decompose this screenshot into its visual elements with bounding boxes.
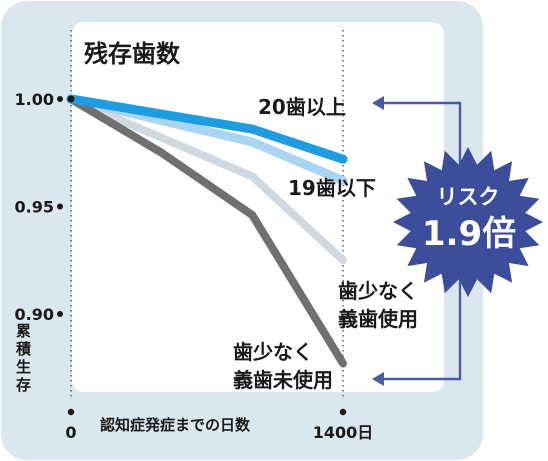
series-label-denture-line1: 歯少なく [338, 279, 418, 303]
series-label-19-teeth: 19歯以下 [288, 176, 376, 200]
x-start-dot [67, 408, 75, 416]
y-tick-label-0: 1.00 [15, 90, 54, 109]
y-axis-label-char-3: 生 [16, 358, 31, 376]
x-start-label: 0 [65, 423, 76, 442]
plot-area [72, 22, 444, 392]
series-line-0 [66, 94, 348, 164]
x-axis-label: 認知症発症までの日数 [100, 416, 251, 434]
y-tick-dot-1 [57, 203, 63, 210]
starburst-shape [393, 147, 543, 297]
y-tick-dot-0 [57, 96, 63, 102]
y-axis-label-char-4: 存 [16, 376, 31, 394]
x-end-label: 1400日 [313, 423, 374, 442]
y-axis-label-char-1: 累 [16, 322, 31, 340]
series-label-no-denture-line1: 歯少なく [233, 340, 313, 364]
chart-title: 残存歯数 [84, 40, 181, 68]
risk-label: リスク [437, 185, 500, 209]
series-line-3 [67, 95, 347, 368]
risk-value: 1.9倍 [422, 214, 516, 254]
x-end-dot [339, 408, 347, 416]
series-label-no-denture-line2: 義歯未使用 [233, 368, 333, 392]
y-tick-label-1: 0.95 [15, 198, 54, 217]
origin-dot [67, 95, 75, 103]
series-line-2 [67, 95, 347, 265]
series-label-20-teeth: 20歯以上 [258, 95, 346, 119]
y-tick-dot-2 [57, 311, 63, 317]
arrow-head-bottom [372, 372, 384, 386]
risk-badge: リスク 1.9倍 [393, 147, 543, 297]
y-tick-label-2: 0.90 [15, 305, 54, 324]
series-label-denture-line2: 義歯使用 [338, 307, 418, 331]
y-axis-label-char-2: 積 [15, 340, 32, 358]
arrow-head-top [372, 96, 384, 110]
